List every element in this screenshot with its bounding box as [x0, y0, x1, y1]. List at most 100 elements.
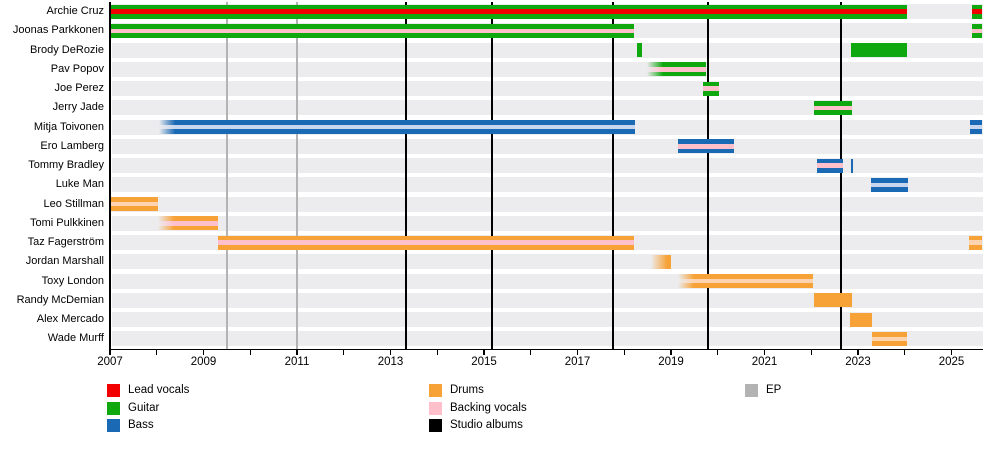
axis-tick — [389, 350, 392, 356]
axis-tick — [717, 350, 719, 356]
legend-label-bass: Bass — [128, 419, 154, 431]
row-band — [111, 215, 983, 231]
row-band — [111, 292, 983, 308]
member-label: Joe Perez — [54, 82, 104, 94]
timeline-bar — [971, 23, 983, 38]
role-stripe — [646, 67, 706, 72]
legend-label-backing-vocals: Backing vocals — [450, 401, 527, 414]
axis-year-label: 2009 — [190, 356, 217, 368]
member-label: Luke Man — [55, 178, 104, 191]
row-band — [111, 273, 983, 289]
timeline-bar — [971, 4, 983, 19]
member-label: Joonas Parkkonen — [12, 24, 104, 37]
row-band — [111, 331, 983, 347]
row-band — [111, 138, 983, 154]
member-label: Tomi Pulkkinen — [30, 216, 104, 229]
axis-tick — [763, 350, 766, 356]
ep-line — [295, 2, 299, 349]
axis-tick — [249, 350, 251, 356]
role-stripe — [870, 182, 909, 188]
legend-swatch-backing-vocals — [429, 401, 442, 415]
axis-tick — [623, 350, 625, 356]
timeline-bar — [110, 23, 634, 38]
studio-album-line — [706, 2, 710, 349]
legend-swatch-lead-vocals — [107, 384, 120, 397]
timeline-bar — [850, 158, 854, 173]
role-stripe — [217, 240, 634, 245]
row-band — [111, 158, 983, 174]
timeline-bar — [968, 235, 983, 250]
timeline-bar — [813, 100, 853, 115]
member-label: Pav Popov — [50, 62, 104, 75]
member-label: Jerry Jade — [52, 101, 104, 114]
role-stripe — [110, 201, 158, 207]
axis-year-label: 2015 — [471, 356, 497, 368]
axis-year-label: 2019 — [658, 356, 684, 368]
role-stripe — [702, 86, 719, 91]
axis-year-label: 2013 — [377, 356, 404, 368]
role-stripe — [677, 144, 734, 149]
axis-year-label: 2007 — [97, 356, 123, 368]
role-stripe — [110, 9, 908, 14]
timeline-bar — [110, 197, 158, 212]
axis-tick — [810, 350, 812, 356]
axis-tick — [857, 350, 859, 356]
member-label: Ero Lamberg — [40, 139, 104, 152]
timeline-bar — [157, 216, 219, 231]
studio-album-line — [404, 2, 408, 349]
timeline-bar — [110, 4, 908, 19]
legend-swatch-studio-albums — [429, 419, 442, 432]
axis-year-label: 2017 — [564, 356, 591, 368]
legend-label-guitar: Guitar — [128, 401, 160, 414]
role-stripe — [813, 105, 853, 111]
row-band — [111, 177, 983, 193]
timeline-bar — [813, 293, 853, 308]
axis-tick — [156, 350, 158, 356]
member-label: Archie Cruz — [46, 5, 104, 17]
legend-label-ep: EP — [766, 384, 782, 396]
timeline-bar — [851, 43, 908, 58]
studio-album-line — [611, 2, 615, 349]
legend-label-drums: Drums — [450, 384, 484, 396]
axis-tick — [530, 350, 532, 356]
role-stripe — [968, 240, 983, 245]
axis-tick — [950, 350, 953, 356]
axis-year-label: 2021 — [751, 356, 778, 368]
timeline-bar — [159, 120, 636, 135]
member-label: Randy McDemian — [16, 293, 104, 306]
role-stripe — [678, 278, 813, 284]
member-label: Leo Stillman — [43, 197, 104, 210]
axis-year-label: 2023 — [845, 356, 871, 368]
role-stripe — [817, 163, 844, 168]
row-band — [111, 81, 983, 97]
studio-album-line — [490, 2, 494, 349]
member-label: Tommy Bradley — [28, 159, 104, 171]
axis-tick — [109, 350, 111, 356]
timeline-bar — [870, 177, 909, 192]
row-band — [111, 42, 983, 58]
axis-year-label: 2011 — [284, 356, 310, 368]
row-band — [111, 312, 983, 328]
timeline-bar — [678, 274, 813, 289]
legend-swatch-ep — [745, 384, 758, 397]
role-stripe — [971, 9, 983, 14]
legend-swatch-guitar — [107, 401, 120, 415]
timeline-bar — [637, 43, 642, 58]
row-band — [111, 100, 983, 116]
timeline-bar — [677, 139, 734, 154]
role-stripe — [157, 221, 219, 226]
row-band — [111, 61, 983, 77]
axis-tick — [483, 350, 485, 356]
timeline-bar — [970, 120, 983, 135]
role-stripe — [970, 124, 983, 130]
member-label: Mitja Toivonen — [33, 120, 104, 133]
timeline-bar — [849, 312, 873, 327]
legend-label-studio-albums: Studio albums — [450, 419, 523, 431]
role-stripe — [971, 28, 983, 34]
axis-tick — [296, 350, 298, 356]
member-label: Toxy London — [41, 274, 104, 287]
plot-area — [110, 0, 983, 350]
row-band — [111, 254, 983, 270]
timeline-bar — [217, 235, 634, 250]
